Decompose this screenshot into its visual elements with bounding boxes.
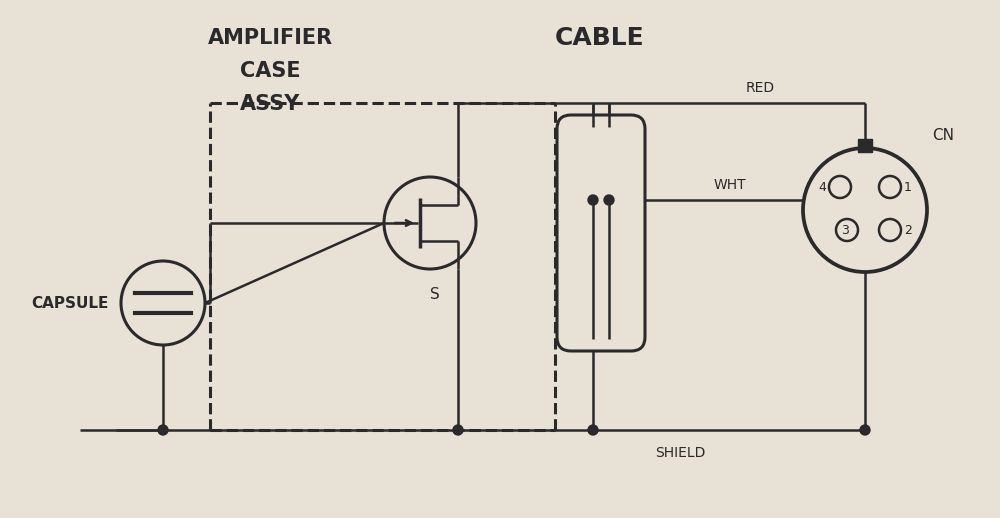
Circle shape (860, 425, 870, 435)
Circle shape (879, 219, 901, 241)
Text: 2: 2 (904, 223, 912, 237)
Text: ASSY: ASSY (240, 94, 300, 114)
Circle shape (121, 261, 205, 345)
Circle shape (588, 195, 598, 205)
Text: AMPLIFIER: AMPLIFIER (207, 28, 333, 48)
Text: CAPSULE: CAPSULE (32, 295, 109, 310)
Circle shape (453, 425, 463, 435)
Text: 4: 4 (818, 180, 826, 194)
Circle shape (588, 425, 598, 435)
Text: RED: RED (745, 81, 775, 95)
Circle shape (384, 177, 476, 269)
Text: 1: 1 (904, 180, 912, 194)
Text: WHT: WHT (714, 178, 746, 192)
Bar (858, 139, 872, 152)
Text: SHIELD: SHIELD (655, 446, 705, 460)
Text: CASE: CASE (240, 61, 300, 81)
Text: S: S (430, 287, 440, 302)
Text: CABLE: CABLE (555, 26, 645, 50)
Circle shape (604, 195, 614, 205)
Circle shape (803, 148, 927, 272)
Circle shape (836, 219, 858, 241)
FancyBboxPatch shape (557, 115, 645, 351)
Circle shape (158, 425, 168, 435)
Text: 3: 3 (841, 223, 849, 237)
Circle shape (829, 176, 851, 198)
Circle shape (879, 176, 901, 198)
Text: CN: CN (932, 128, 954, 143)
